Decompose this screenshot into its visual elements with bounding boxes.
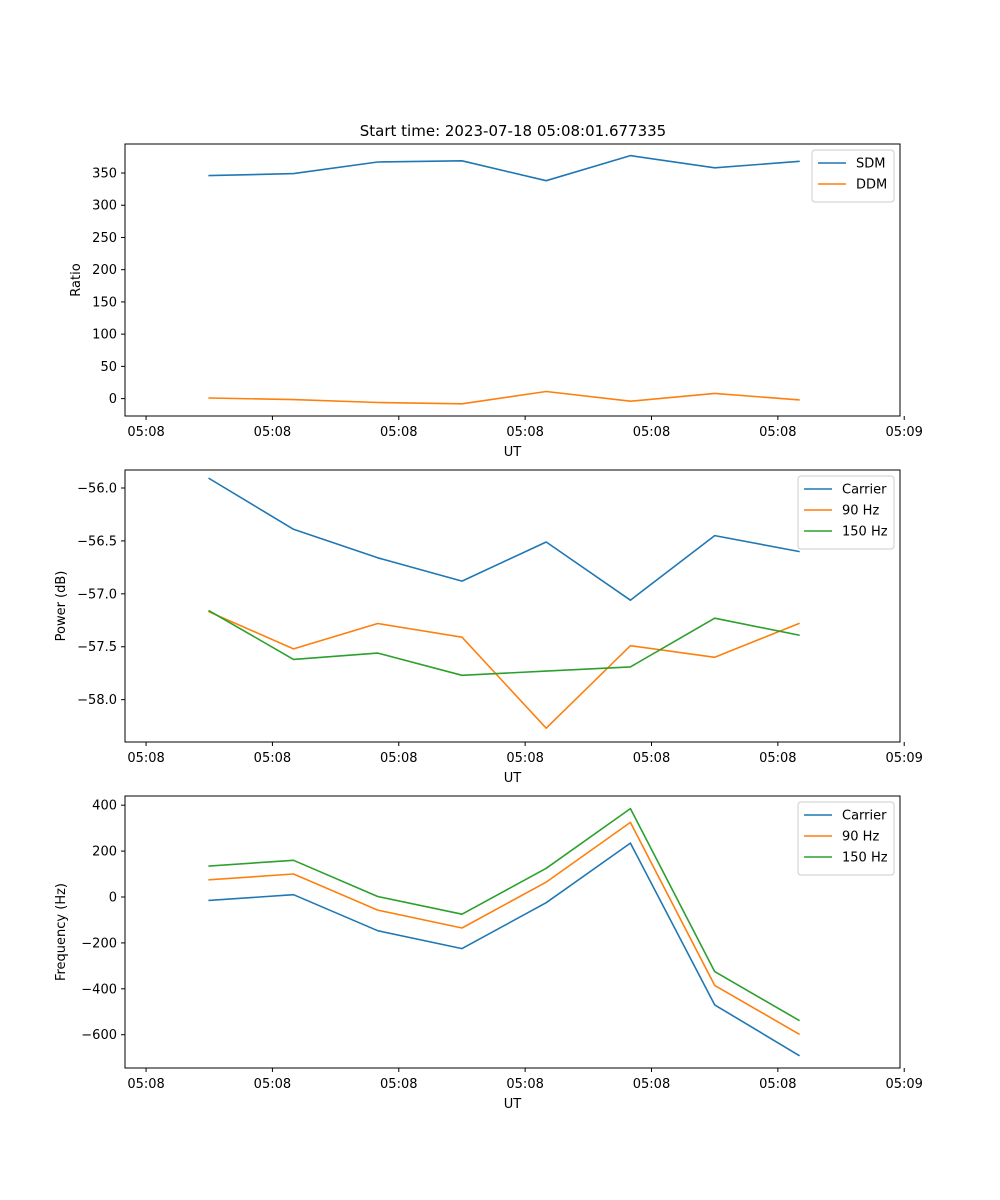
y-axis-label: Power (dB) [54, 571, 69, 642]
chart-panel-2: 05:08 05:08 05:08 05:08 05:08 05:08 05:09 −58.0… [54, 469, 923, 786]
x-tick-label: 05:08 [759, 1077, 796, 1092]
y-axis-label: Frequency (Hz) [54, 883, 69, 981]
x-tick-label: 05:08 [506, 751, 543, 766]
y-tick-label: 150 [92, 295, 117, 310]
y-tick-label: 200 [92, 263, 117, 278]
legend: SDM DDM [811, 149, 895, 203]
series-line-carrier [208, 842, 800, 1057]
x-tick-label: 05:08 [759, 425, 796, 440]
series-line-150-hz [208, 609, 800, 677]
x-tick-label: 05:09 [885, 425, 922, 440]
x-tick-label: 05:08 [380, 751, 417, 766]
y-tick-label: 250 [92, 231, 117, 246]
series-line-150-hz [208, 807, 800, 1022]
x-tick-label: 05:08 [506, 1077, 543, 1092]
x-tick-label: 05:08 [380, 1077, 417, 1092]
y-tick-label: −57.0 [77, 587, 117, 602]
legend: Carrier 90 Hz 150 Hz [797, 475, 895, 550]
y-tick-label: 350 [92, 167, 117, 182]
y-tick-label: −600 [81, 1028, 117, 1043]
x-tick-label: 05:08 [127, 751, 164, 766]
axes-frame [124, 795, 901, 1069]
y-tick-label: 50 [100, 360, 117, 375]
y-tick-label: −58.0 [77, 693, 117, 708]
legend-label-sdm: SDM [856, 157, 885, 172]
x-tick-label: 05:08 [254, 1077, 291, 1092]
x-tick-label: 05:08 [380, 425, 417, 440]
y-tick-label: −56.0 [77, 481, 117, 496]
series-line-90-hz [208, 821, 800, 1036]
y-tick-label: −400 [81, 982, 117, 997]
legend-label-90-hz: 90 Hz [842, 504, 879, 519]
axes-frame [124, 143, 901, 417]
x-axis-label: UT [504, 445, 522, 460]
x-tick-label: 05:08 [127, 425, 164, 440]
legend-label-150-hz: 150 Hz [842, 525, 888, 540]
x-axis-label: UT [504, 1097, 522, 1112]
y-tick-label: −57.5 [77, 640, 117, 655]
x-tick-label: 05:09 [885, 751, 922, 766]
legend-label-ddm: DDM [856, 178, 887, 193]
y-tick-label: 200 [92, 845, 117, 860]
x-tick-label: 05:09 [885, 1077, 922, 1092]
x-tick-label: 05:08 [506, 425, 543, 440]
legend-label-carrier: Carrier [842, 483, 887, 498]
x-tick-label: 05:08 [254, 425, 291, 440]
chart-panel-1: 05:08 05:08 05:08 05:08 05:08 05:08 05:09 0 50 10… [69, 143, 923, 460]
y-tick-label: 300 [92, 199, 117, 214]
x-tick-label: 05:08 [633, 425, 670, 440]
x-tick-label: 05:08 [633, 1077, 670, 1092]
figure-title: Start time: 2023-07-18 05:08:01.677335 [360, 122, 666, 140]
y-tick-label: −56.5 [77, 534, 117, 549]
x-tick-label: 05:08 [759, 751, 796, 766]
charts-container: 05:08 05:08 05:08 05:08 05:08 05:08 05:09 0 50 10… [54, 143, 923, 1112]
series-line-sdm [208, 154, 800, 182]
legend-label-carrier: Carrier [842, 809, 887, 824]
y-tick-label: 100 [92, 328, 117, 343]
axes-frame [124, 469, 901, 743]
series-line-90-hz [208, 610, 800, 730]
y-tick-label: 0 [109, 392, 117, 407]
series-line-carrier [208, 477, 800, 602]
x-tick-label: 05:08 [254, 751, 291, 766]
y-tick-label: 400 [92, 799, 117, 814]
chart-panel-3: 05:08 05:08 05:08 05:08 05:08 05:08 05:09 −600 −… [54, 795, 923, 1112]
legend-label-90-hz: 90 Hz [842, 830, 879, 845]
series-line-ddm [208, 390, 800, 405]
y-tick-label: 0 [109, 890, 117, 905]
legend-label-150-hz: 150 Hz [842, 851, 888, 866]
x-axis-label: UT [504, 771, 522, 786]
y-axis-label: Ratio [69, 263, 84, 296]
y-tick-label: −200 [81, 936, 117, 951]
legend: Carrier 90 Hz 150 Hz [797, 801, 895, 876]
x-tick-label: 05:08 [633, 751, 670, 766]
x-tick-label: 05:08 [127, 1077, 164, 1092]
